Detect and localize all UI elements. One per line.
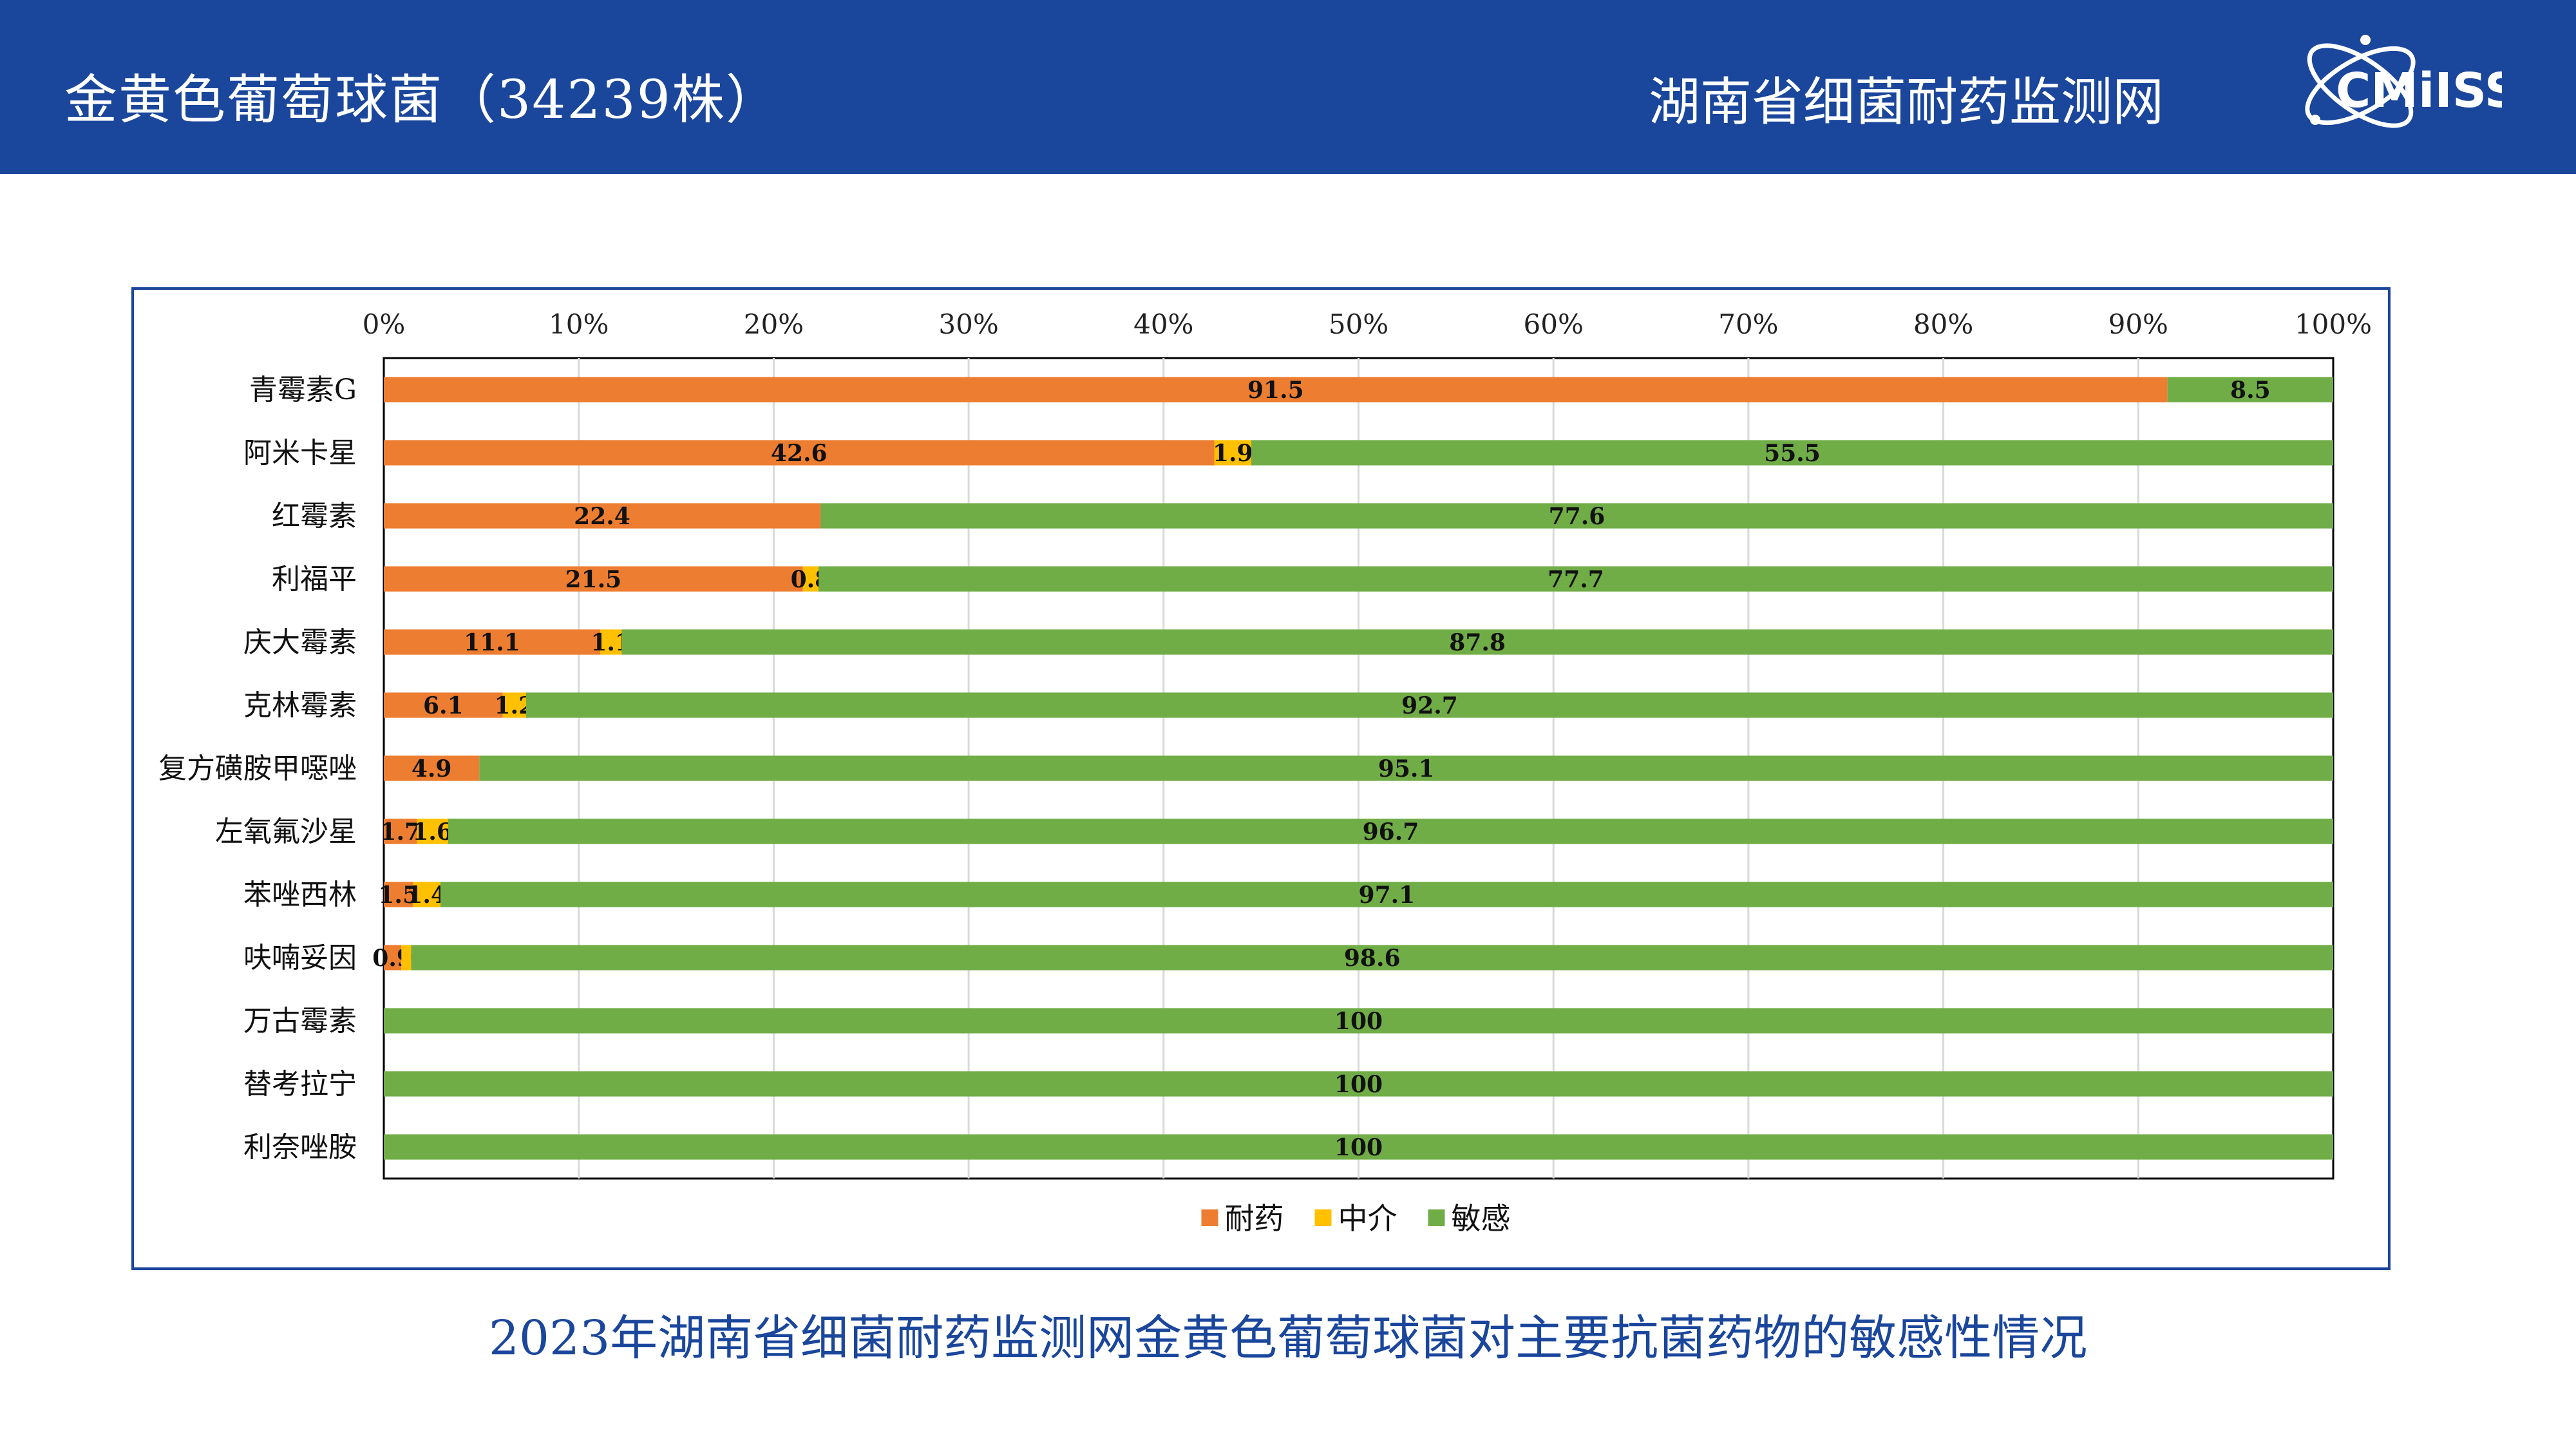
bar-segment <box>819 566 2333 592</box>
x-tick-label: 30% <box>938 308 998 340</box>
bar-segment <box>384 819 417 844</box>
legend-swatch <box>1201 1209 1218 1226</box>
data-label: 92.7 <box>1401 692 1458 719</box>
chart-frame: 0% 10% 20% 30% 40% 50% 60% 70% 80% 90% 100% 青霉素G 91.… <box>131 287 2391 1270</box>
atom-orbit-icon <box>2305 43 2416 128</box>
data-label: 11.1 <box>464 629 520 656</box>
x-tick-label: 80% <box>1913 308 1973 340</box>
bar-segment <box>621 629 2334 655</box>
bar-segment <box>384 629 600 655</box>
bar-segment <box>417 819 448 844</box>
x-tick-label: 40% <box>1133 308 1193 340</box>
data-label: 91.5 <box>1247 377 1304 404</box>
data-label: 4.9 <box>412 755 452 782</box>
category-label: 庆大霉素 <box>243 626 357 659</box>
page-title: 金黄色葡萄球菌（34239株） <box>64 70 780 131</box>
data-label: 96.7 <box>1363 819 1419 846</box>
x-tick-label: 50% <box>1329 308 1388 340</box>
bar-segment <box>2167 377 2333 402</box>
bar-segment <box>526 692 2334 718</box>
bar-segment <box>448 819 2333 844</box>
data-label: 95.1 <box>1378 755 1435 782</box>
bar-segment <box>384 945 402 971</box>
bar-segment <box>502 692 526 718</box>
bar-segment <box>413 882 440 907</box>
bar-segment <box>384 755 480 781</box>
category-label: 青霉素G <box>249 374 357 406</box>
data-label: 77.6 <box>1549 503 1605 530</box>
x-tick-label: 0% <box>363 308 406 340</box>
bar-segment <box>384 503 821 529</box>
data-label: 97.1 <box>1359 882 1416 909</box>
category-label: 呋喃妥因 <box>243 942 357 974</box>
bar-segment <box>440 882 2333 907</box>
data-label: 1.6 <box>412 819 453 846</box>
category-label: 利福平 <box>272 563 357 596</box>
network-name: 湖南省细菌耐药监测网 <box>1649 72 2164 132</box>
data-label: 6.1 <box>423 692 464 719</box>
category-label: 红霉素 <box>272 500 357 533</box>
bar-segment <box>1214 440 1252 466</box>
data-label: 1.4 <box>406 882 447 909</box>
x-tick-label: 20% <box>744 308 804 340</box>
x-tick-label: 10% <box>549 308 609 340</box>
bar-segment <box>600 629 622 655</box>
bar-segment <box>384 440 1215 466</box>
category-label: 复方磺胺甲噁唑 <box>158 752 357 785</box>
bar-segment <box>479 755 2333 781</box>
data-label: 87.8 <box>1449 629 1506 656</box>
data-label: 8.5 <box>2230 377 2271 404</box>
bar-segment <box>411 945 2334 971</box>
data-label: 1.5 <box>378 882 419 909</box>
legend-label: 耐药 <box>1225 1201 1284 1236</box>
data-label: 21.5 <box>565 566 622 593</box>
legend-label: 中介 <box>1338 1201 1397 1236</box>
data-label: 42.6 <box>771 440 828 467</box>
category-label: 阿米卡星 <box>243 437 357 469</box>
bar-segment <box>384 566 803 592</box>
x-tick-label: 100% <box>2295 308 2372 340</box>
bar-segment <box>384 692 503 718</box>
category-label: 利奈唑胺 <box>243 1131 357 1164</box>
header-bar: 金黄色葡萄球菌（34239株） 湖南省细菌耐药监测网 CMiISS <box>0 0 2576 174</box>
stacked-bar-chart: 0% 10% 20% 30% 40% 50% 60% 70% 80% 90% 100% 青霉素G 91.… <box>158 308 2372 1236</box>
x-tick-label: 60% <box>1524 308 1584 340</box>
chart-caption: 2023年湖南省细菌耐药监测网金黄色葡萄球菌对主要抗菌药物的敏感性情况 <box>488 1311 2088 1366</box>
bar-segment <box>384 1134 2333 1160</box>
data-label: 98.6 <box>1344 945 1401 972</box>
bar-segment <box>384 882 413 907</box>
logo-text: CMiISS <box>2336 63 2502 118</box>
data-label: 100 <box>1334 1008 1383 1035</box>
data-label: 1.7 <box>380 819 421 846</box>
x-tick-label: 90% <box>2108 308 2168 340</box>
bar-segment <box>384 1008 2333 1034</box>
bar-segment <box>401 945 412 971</box>
category-label: 万古霉素 <box>243 1005 357 1037</box>
data-label: 77.7 <box>1548 566 1604 593</box>
legend-swatch <box>1314 1209 1332 1226</box>
bar-segment <box>384 377 2168 402</box>
bar-segment <box>384 1071 2333 1097</box>
bar-segment <box>802 566 819 592</box>
cmiiss-logo: CMiISS <box>2305 35 2502 128</box>
bar-segment <box>1251 440 2333 466</box>
category-label: 替考拉宁 <box>243 1068 357 1101</box>
data-label: 100 <box>1334 1071 1383 1098</box>
category-label: 苯唑西林 <box>243 878 357 911</box>
data-label: 100 <box>1334 1134 1383 1161</box>
x-tick-label: 70% <box>1718 308 1778 340</box>
bar-segment <box>820 503 2334 529</box>
legend-label: 敏感 <box>1452 1201 1511 1236</box>
data-label: 1.9 <box>1213 440 1253 467</box>
legend-swatch <box>1428 1209 1445 1226</box>
category-label: 克林霉素 <box>243 689 357 722</box>
data-label: 22.4 <box>574 503 630 530</box>
category-label: 左氧氟沙星 <box>215 815 357 848</box>
data-label: 55.5 <box>1764 440 1821 467</box>
